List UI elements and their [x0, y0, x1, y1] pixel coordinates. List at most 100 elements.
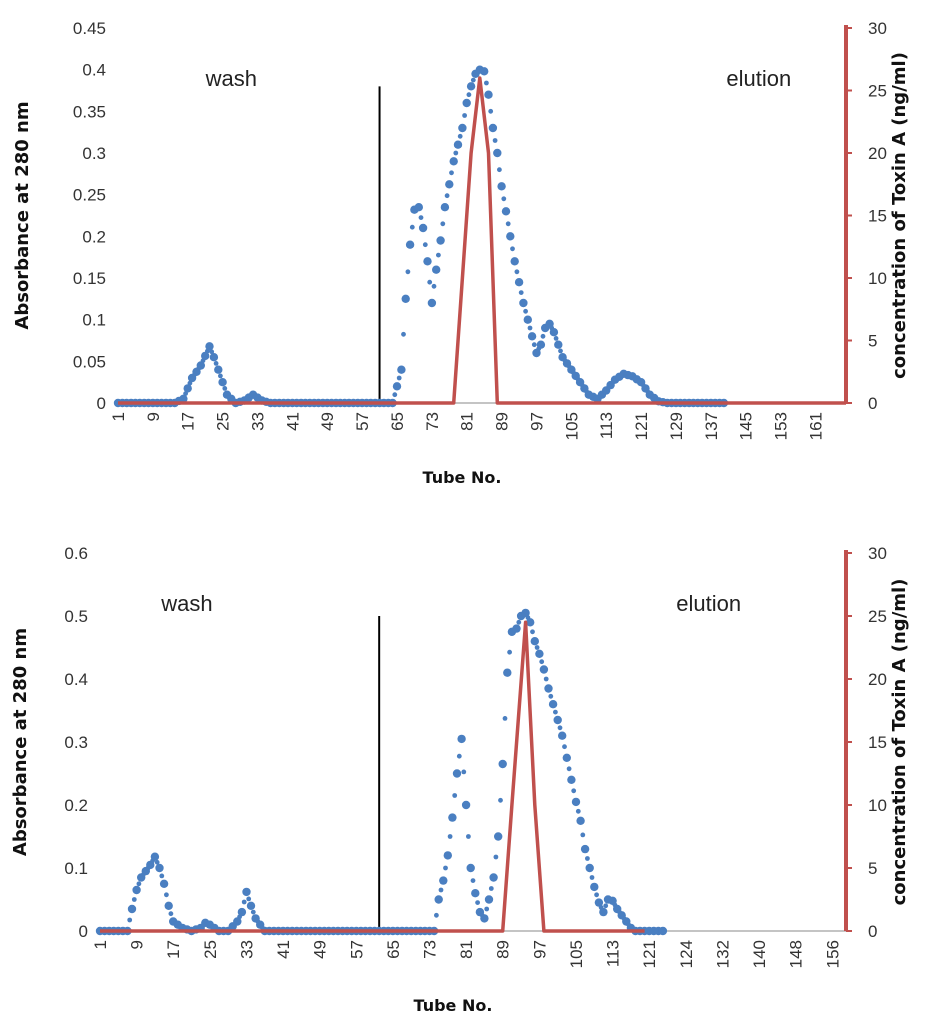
absorbance-point	[549, 328, 559, 337]
absorbance-point	[489, 873, 498, 882]
x-tick-label: 137	[702, 412, 721, 440]
y-tick-label: 0	[97, 394, 106, 413]
y-tick-label: 0.6	[64, 544, 88, 563]
y-axis-title: Absorbance at 280 nm	[10, 628, 31, 856]
x-tick-label: 89	[493, 412, 512, 431]
y2-tick-label: 30	[868, 19, 887, 38]
y-tick-label: 0.2	[82, 227, 106, 246]
absorbance-dot	[209, 349, 215, 355]
absorbance-point	[562, 753, 571, 762]
absorbance-dot	[548, 693, 554, 699]
absorbance-point	[462, 98, 471, 108]
absorbance-dot	[418, 215, 424, 221]
absorbance-dot	[518, 290, 524, 295]
x-tick-label: 89	[494, 940, 513, 959]
absorbance-point	[205, 342, 214, 351]
y2-tick-label: 15	[868, 733, 887, 752]
y-tick-label: 0.45	[73, 19, 106, 38]
y-tick-label: 0.3	[82, 144, 106, 163]
wash-label: wash	[205, 66, 257, 91]
y-tick-label: 0.5	[64, 607, 88, 626]
absorbance-point	[494, 832, 503, 841]
absorbance-dot	[585, 856, 590, 861]
absorbance-point	[179, 394, 188, 403]
absorbance-point	[452, 769, 462, 778]
absorbance-dot	[527, 325, 533, 331]
wash-label: wash	[160, 591, 212, 616]
y2-tick-label: 10	[868, 796, 887, 815]
absorbance-point	[567, 775, 576, 784]
x-tick-label: 1	[91, 940, 110, 949]
absorbance-point	[519, 298, 528, 308]
absorbance-dot	[452, 793, 458, 798]
x-tick-label: 121	[632, 412, 651, 440]
absorbance-dot	[241, 899, 247, 905]
x-tick-label: 113	[597, 412, 616, 439]
absorbance-point	[576, 816, 585, 825]
absorbance-point	[209, 353, 219, 362]
absorbance-dot	[168, 911, 174, 917]
x-tick-label: 148	[787, 940, 806, 968]
absorbance-point	[580, 844, 590, 854]
absorbance-point	[466, 82, 476, 91]
y2-tick-label: 20	[868, 670, 887, 689]
absorbance-dot	[488, 886, 494, 891]
x-tick-label: 65	[388, 412, 407, 431]
x-tick-label: 132	[713, 940, 732, 968]
x-axis-title: Tube No.	[423, 468, 502, 487]
y-axis-title: Absorbance at 280 nm	[12, 101, 33, 329]
absorbance-dot	[510, 246, 515, 252]
absorbance-point	[488, 123, 498, 133]
absorbance-dot	[502, 716, 508, 721]
absorbance-dot	[396, 375, 402, 381]
absorbance-dot	[164, 892, 169, 898]
absorbance-point	[558, 731, 567, 740]
absorbance-dot	[456, 753, 462, 759]
absorbance-dot	[580, 832, 586, 838]
x-tick-label: 17	[164, 940, 183, 959]
y-tick-label: 0.4	[64, 670, 88, 689]
absorbance-point	[527, 332, 537, 341]
absorbance-dot	[501, 196, 507, 202]
absorbance-point	[401, 294, 410, 303]
y-tick-label: 0.25	[73, 186, 106, 205]
absorbance-point	[510, 257, 519, 266]
absorbance-dot	[443, 865, 448, 871]
y2-axis-title: concentration of Toxin A (ng/ml)	[889, 579, 910, 906]
absorbance-dot	[470, 878, 476, 883]
absorbance-dot	[484, 906, 490, 912]
absorbance-point	[594, 898, 604, 907]
absorbance-dot	[488, 108, 494, 114]
absorbance-point	[418, 223, 428, 233]
y-tick-label: 0.1	[64, 859, 88, 878]
x-tick-label: 97	[527, 412, 546, 431]
x-tick-label: 25	[201, 940, 220, 959]
absorbance-dot	[246, 896, 252, 902]
absorbance-dot	[136, 881, 142, 887]
y2-tick-label: 5	[868, 859, 877, 878]
absorbance-dot	[498, 797, 503, 803]
y-tick-label: 0.3	[64, 733, 88, 752]
toxin-concentration-line	[100, 620, 645, 933]
absorbance-dot	[127, 917, 133, 923]
absorbance-point	[439, 876, 448, 885]
absorbance-point	[548, 700, 558, 709]
x-tick-label: 49	[318, 412, 337, 431]
absorbance-dot	[575, 808, 581, 814]
absorbance-point	[445, 180, 454, 189]
absorbance-point	[571, 797, 581, 807]
absorbance-dot	[571, 788, 577, 794]
absorbance-point	[658, 926, 668, 936]
absorbance-dot	[434, 912, 439, 918]
absorbance-point	[132, 885, 141, 895]
absorbance-dot	[447, 834, 453, 839]
absorbance-point	[497, 182, 506, 191]
elution-label: elution	[676, 591, 741, 616]
absorbance-dot	[530, 629, 535, 635]
absorbance-point	[471, 889, 480, 898]
absorbance-point	[164, 901, 173, 910]
absorbance-dot	[222, 386, 228, 391]
absorbance-point	[590, 882, 599, 892]
x-tick-label: 97	[530, 940, 549, 959]
y2-tick-label: 0	[868, 922, 877, 941]
